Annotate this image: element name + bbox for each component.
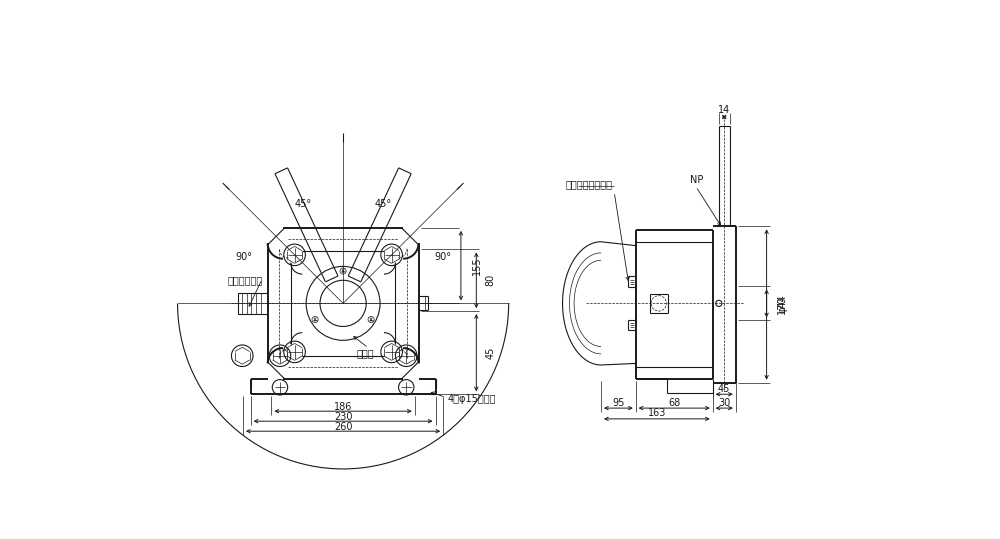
- Text: 45°: 45°: [294, 198, 311, 209]
- Text: 155: 155: [472, 257, 482, 275]
- Text: 230: 230: [334, 412, 352, 421]
- Text: 90°: 90°: [235, 252, 252, 262]
- Text: 90°: 90°: [434, 252, 451, 262]
- Text: NP: NP: [690, 175, 703, 185]
- Text: 68: 68: [668, 398, 680, 407]
- Text: φ44: φ44: [777, 294, 787, 313]
- Text: 14: 14: [718, 105, 730, 115]
- Text: 170: 170: [777, 295, 787, 314]
- Text: 163: 163: [648, 409, 666, 418]
- Text: 80: 80: [486, 274, 496, 286]
- Text: 防水グランド: 防水グランド: [228, 275, 263, 285]
- Text: 30: 30: [718, 398, 730, 407]
- Text: ブラインドプラグ: ブラインドプラグ: [566, 179, 613, 189]
- Text: 186: 186: [334, 402, 352, 412]
- Text: 45: 45: [486, 347, 496, 359]
- Text: 95: 95: [612, 398, 625, 407]
- Text: 4－φ15取付穴: 4－φ15取付穴: [448, 394, 496, 404]
- Text: 260: 260: [334, 421, 352, 432]
- Text: 45°: 45°: [375, 198, 392, 209]
- Text: 45: 45: [718, 384, 730, 394]
- Text: 表示窓: 表示窓: [357, 348, 375, 358]
